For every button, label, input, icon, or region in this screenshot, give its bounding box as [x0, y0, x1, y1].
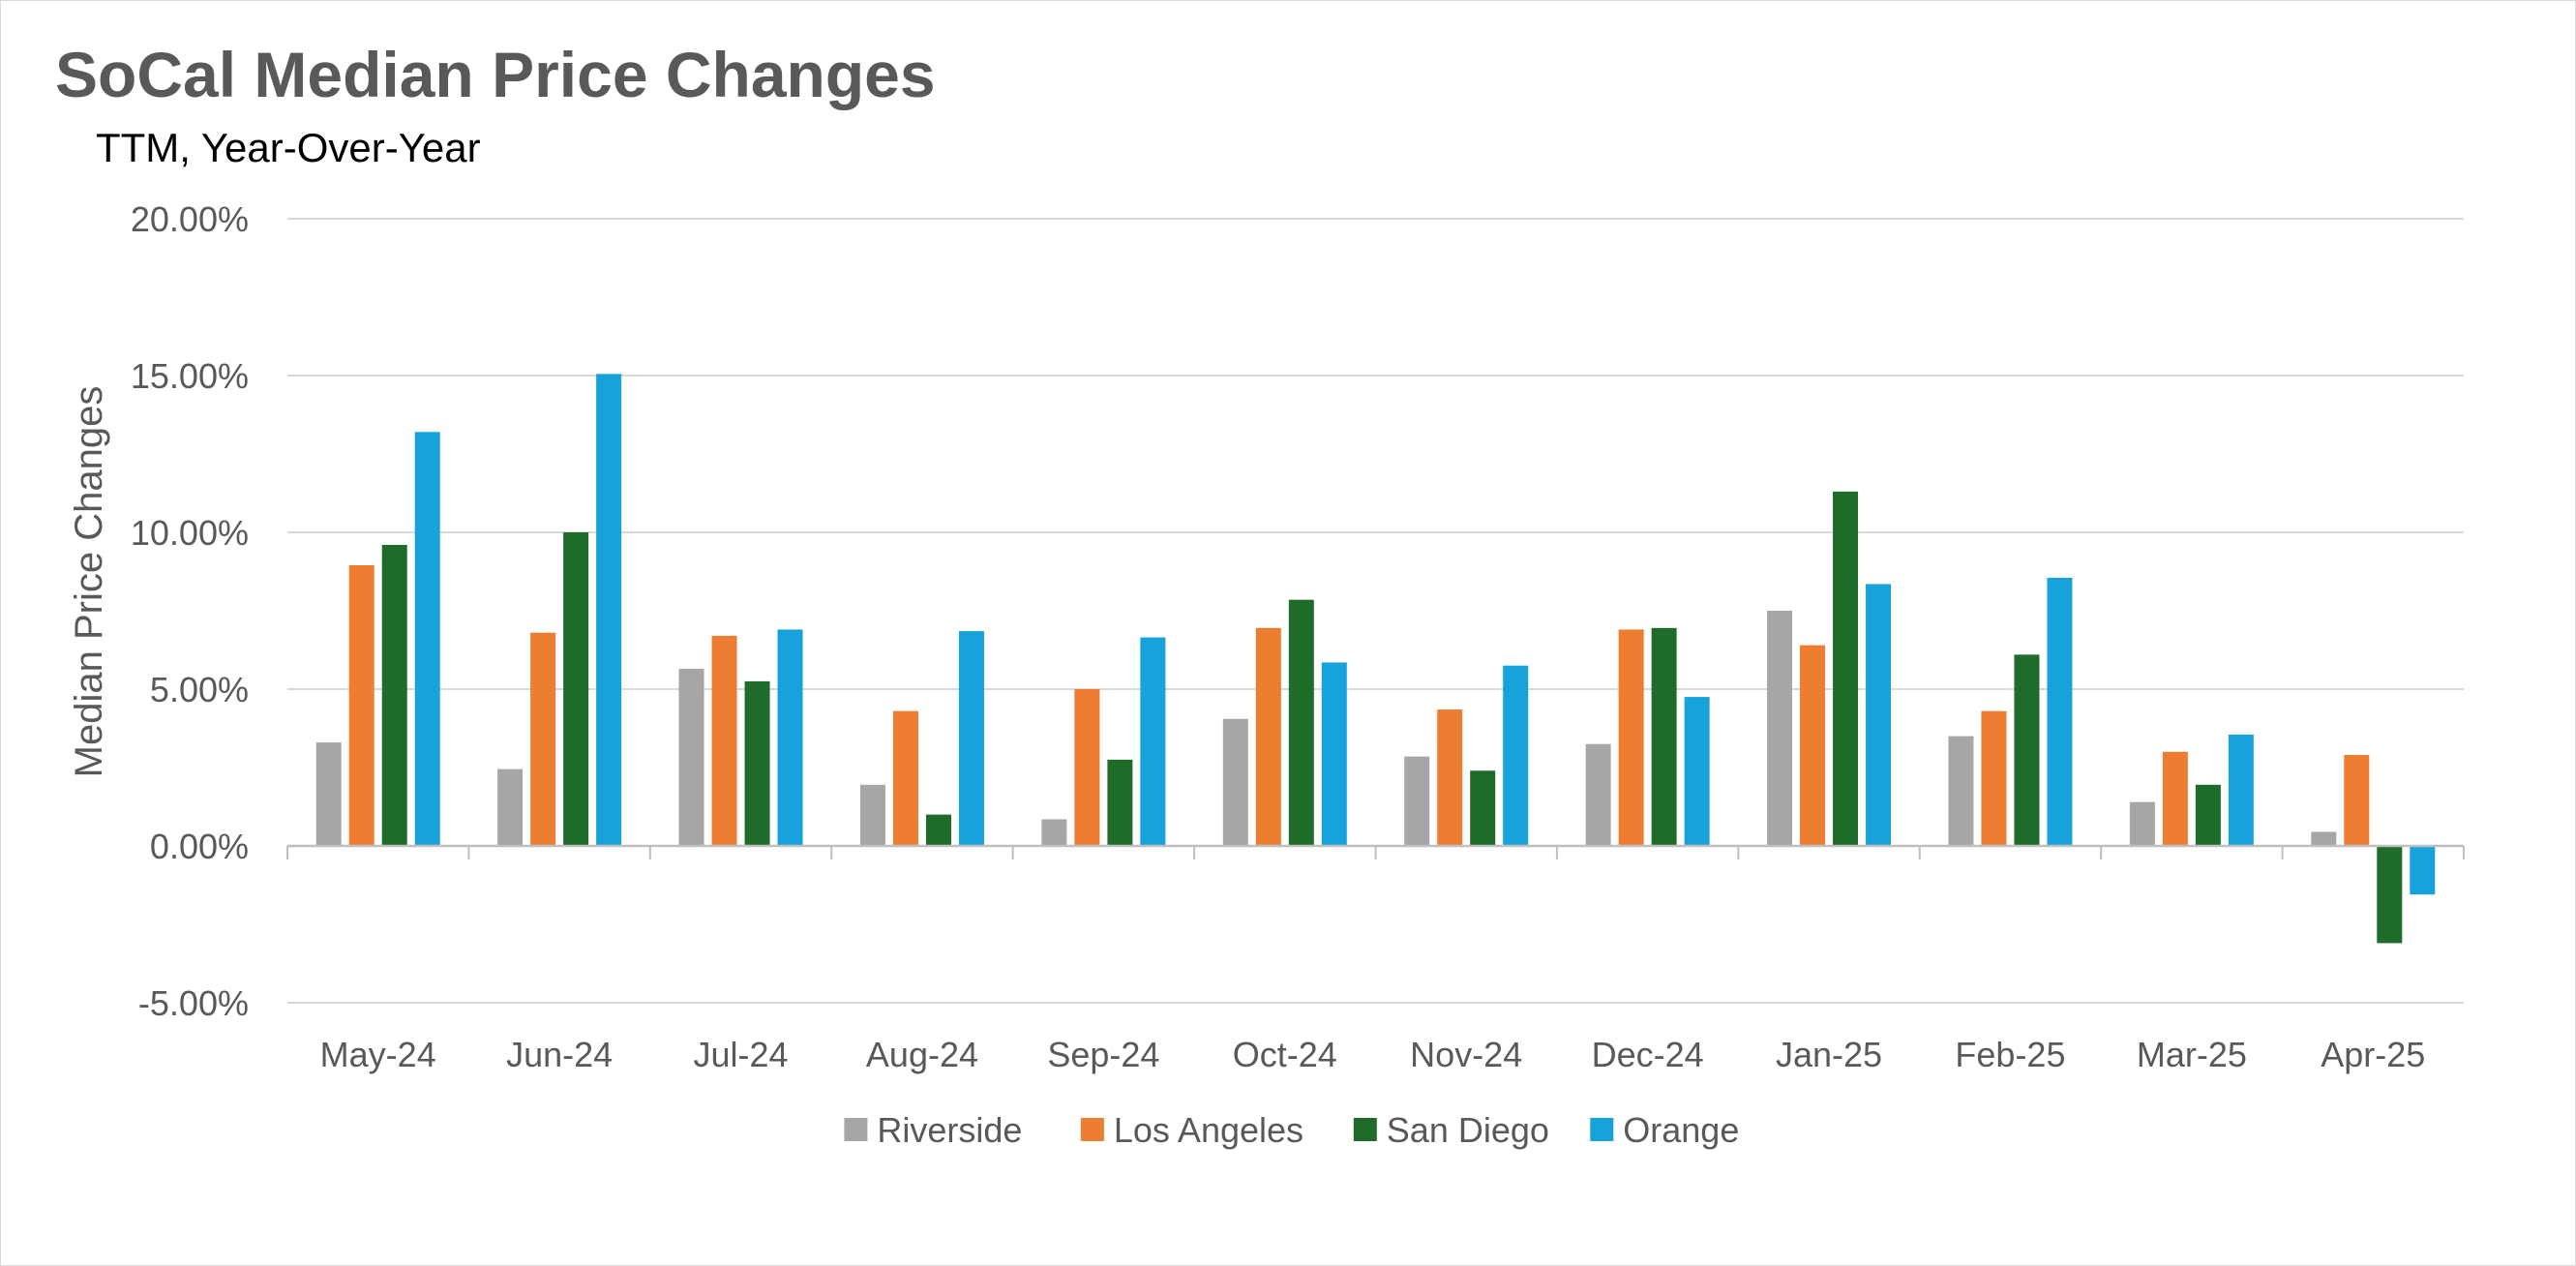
bar-los-angeles: [892, 710, 918, 846]
bar-san-diego: [1651, 627, 1677, 846]
x-tick-label: Aug-24: [866, 1035, 978, 1074]
bar-orange: [596, 374, 622, 846]
x-tick-label: May-24: [320, 1035, 436, 1074]
bar-san-diego: [925, 814, 951, 846]
bar-orange: [2047, 577, 2073, 846]
bar-orange: [414, 432, 440, 846]
bar-san-diego: [1470, 770, 1496, 846]
legend-item: Riverside: [844, 1110, 1022, 1150]
bar-los-angeles: [2162, 751, 2188, 846]
bar-riverside: [1404, 756, 1430, 846]
bar-riverside: [1767, 611, 1793, 846]
y-tick-label: 15.00%: [131, 356, 249, 396]
bar-riverside: [859, 784, 885, 846]
x-tick-label: Sep-24: [1047, 1035, 1159, 1074]
legend-swatch: [1590, 1118, 1614, 1141]
bar-san-diego: [2377, 846, 2403, 944]
y-tick-label: 5.00%: [150, 670, 249, 709]
bar-los-angeles: [1437, 709, 1463, 846]
bar-riverside: [1585, 743, 1611, 846]
legend-swatch: [1353, 1118, 1377, 1141]
chart-title: SoCal Median Price Changes: [55, 39, 936, 110]
bar-san-diego: [2195, 784, 2221, 846]
bar-riverside: [315, 742, 342, 846]
bar-san-diego: [1288, 599, 1314, 846]
legend-item: Orange: [1590, 1110, 1739, 1150]
bar-san-diego: [744, 680, 770, 846]
bar-orange: [2410, 846, 2436, 895]
bar-riverside: [678, 668, 704, 846]
bar-orange: [1503, 665, 1529, 846]
x-tick-label: Jul-24: [694, 1035, 789, 1074]
bar-orange: [1684, 697, 1710, 846]
bar-riverside: [2129, 801, 2155, 846]
x-tick-label: Dec-24: [1592, 1035, 1704, 1074]
y-tick-label: -5.00%: [138, 983, 249, 1023]
bar-orange: [1866, 584, 1892, 846]
legend-swatch: [844, 1118, 868, 1141]
bar-riverside: [2311, 831, 2337, 846]
y-tick-label: 20.00%: [131, 199, 249, 239]
bar-los-angeles: [2344, 755, 2370, 846]
bar-los-angeles: [711, 635, 737, 846]
bar-san-diego: [1833, 491, 1859, 846]
bar-orange: [1321, 662, 1347, 846]
bar-los-angeles: [348, 565, 374, 846]
legend-item: San Diego: [1353, 1110, 1549, 1150]
bar-orange: [777, 629, 803, 846]
bar-orange: [1140, 637, 1166, 846]
y-tick-label: 10.00%: [131, 513, 249, 553]
bar-los-angeles: [1800, 645, 1826, 846]
x-tick-label: Feb-25: [1955, 1035, 2065, 1074]
bar-los-angeles: [1618, 629, 1644, 846]
bar-san-diego: [1107, 759, 1133, 846]
bar-los-angeles: [1981, 710, 2007, 846]
legend-swatch: [1080, 1118, 1104, 1141]
legend-label: Los Angeles: [1114, 1110, 1303, 1150]
x-tick-label: Nov-24: [1410, 1035, 1522, 1074]
bar-riverside: [1948, 736, 1974, 846]
bar-los-angeles: [530, 632, 556, 846]
bar-san-diego: [381, 544, 407, 846]
bar-riverside: [1222, 718, 1248, 846]
y-tick-label: 0.00%: [150, 827, 249, 866]
bar-san-diego: [2014, 654, 2040, 846]
legend-label: San Diego: [1387, 1110, 1549, 1150]
y-axis-title: Median Price Changes: [68, 386, 110, 778]
legend-label: Riverside: [877, 1110, 1022, 1150]
legend-label: Orange: [1623, 1110, 1739, 1150]
x-tick-label: Mar-25: [2137, 1035, 2247, 1074]
bar-riverside: [497, 769, 524, 846]
x-tick-label: Jan-25: [1776, 1035, 1882, 1074]
bar-riverside: [1041, 819, 1067, 846]
legend-item: Los Angeles: [1080, 1110, 1303, 1150]
bar-orange: [2228, 734, 2254, 846]
x-tick-label: Apr-25: [2321, 1035, 2425, 1074]
bar-los-angeles: [1255, 627, 1281, 846]
bar-los-angeles: [1074, 689, 1100, 846]
x-tick-label: Oct-24: [1233, 1035, 1337, 1074]
bar-san-diego: [563, 532, 589, 846]
x-tick-label: Jun-24: [506, 1035, 613, 1074]
chart-subtitle: TTM, Year-Over-Year: [96, 125, 481, 170]
bar-orange: [958, 631, 984, 846]
